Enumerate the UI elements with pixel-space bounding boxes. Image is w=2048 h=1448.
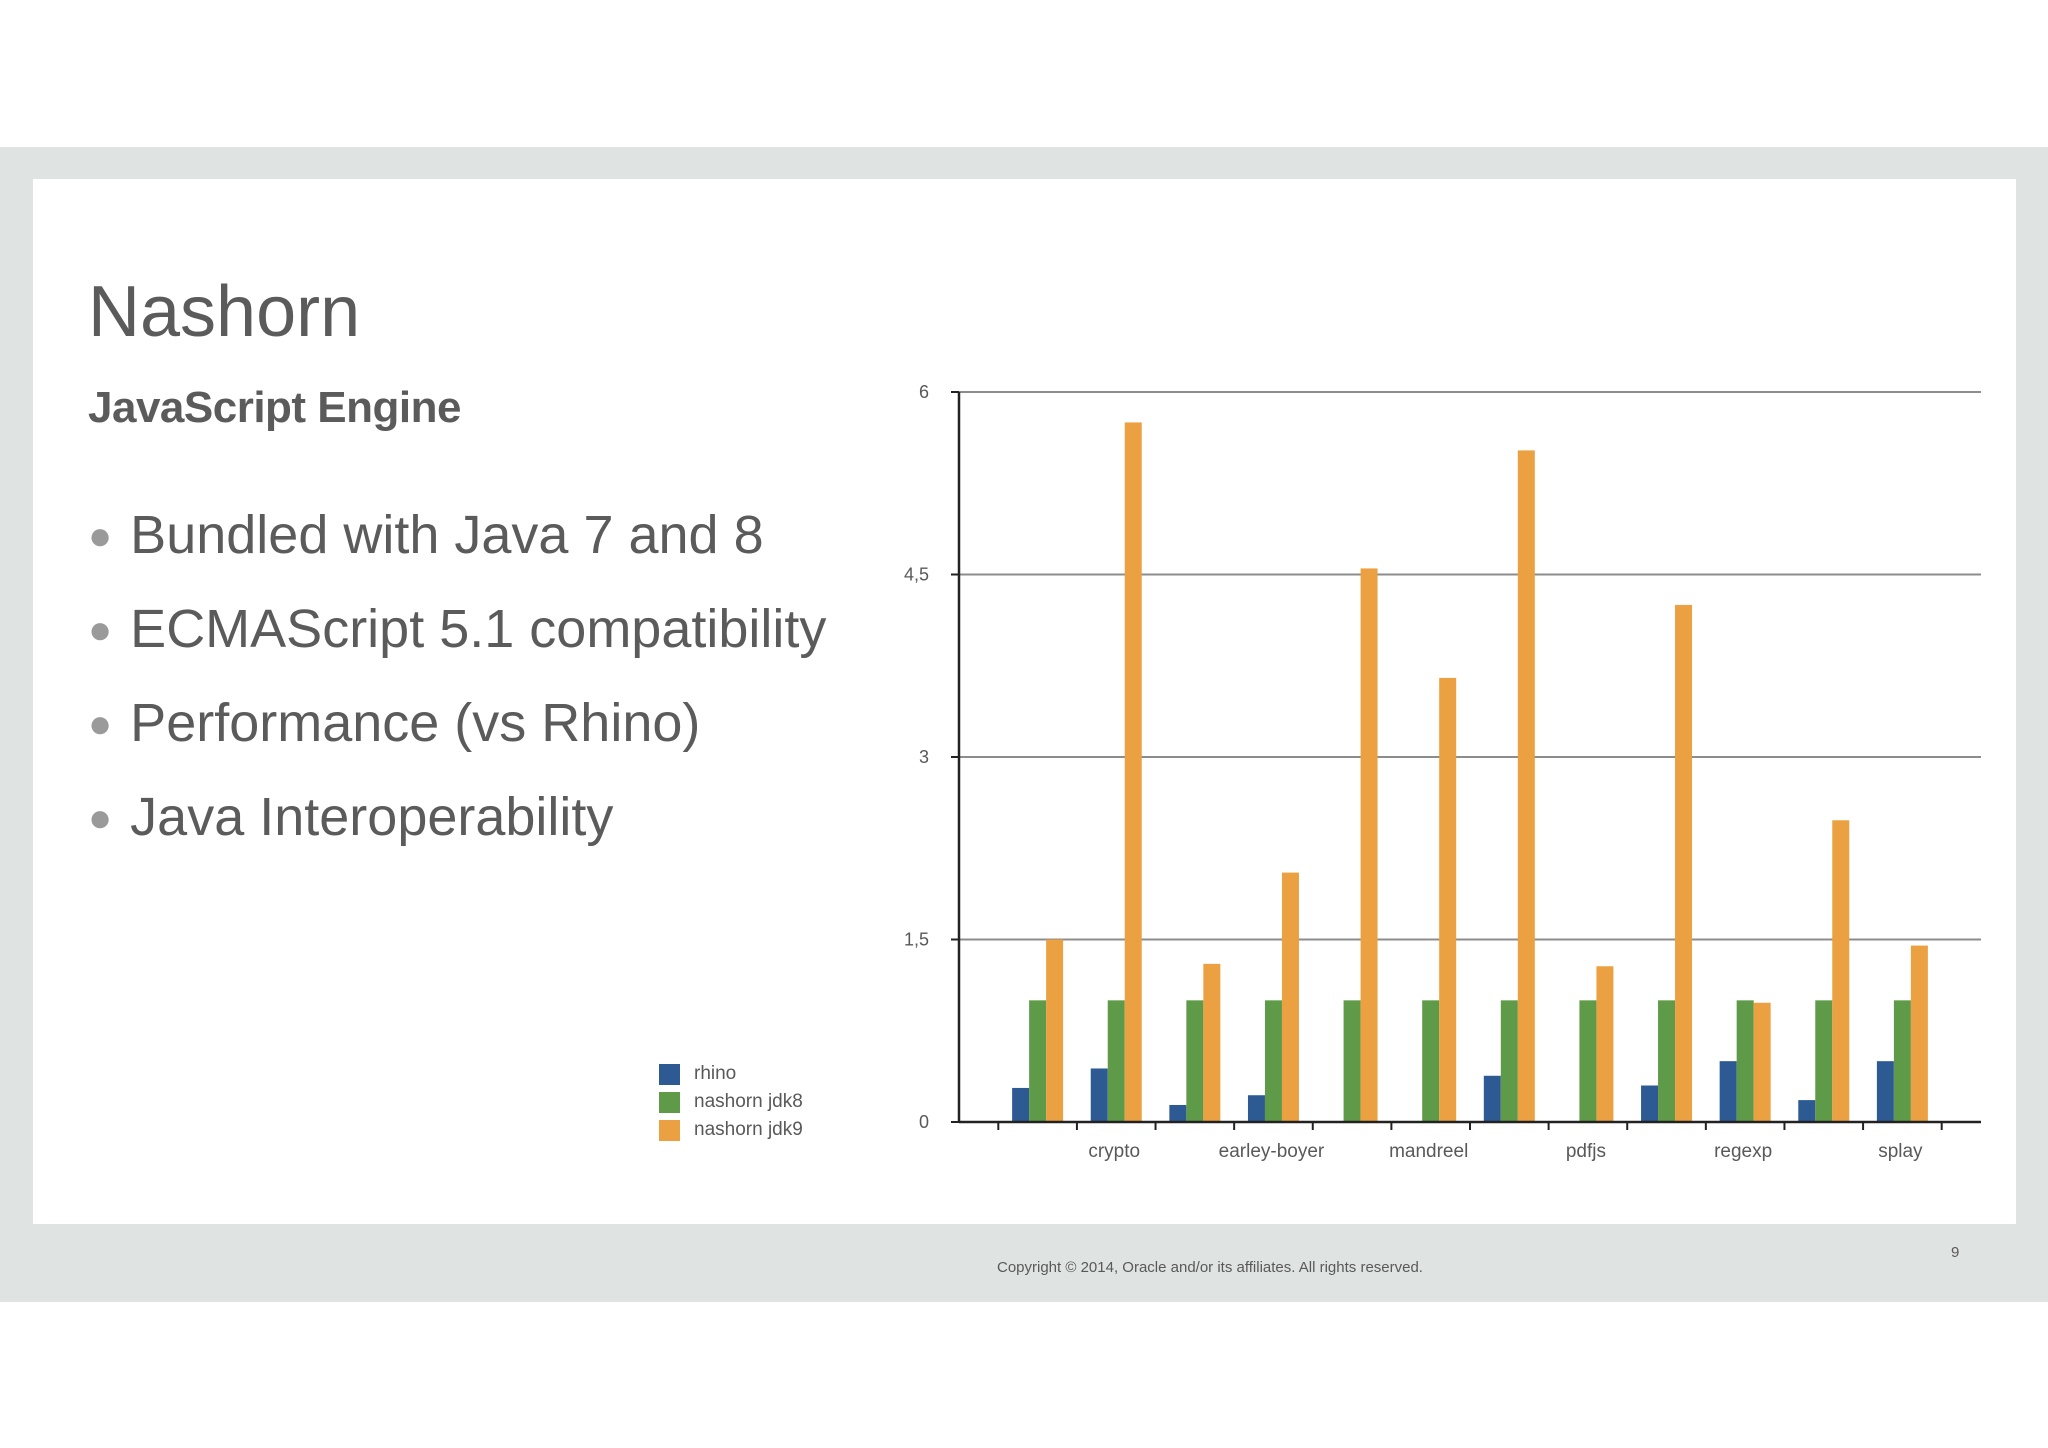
bar-rhino	[1090, 1068, 1108, 1122]
x-tick-label: splay	[1878, 1141, 1923, 1162]
bar-nashorn-jdk8	[1658, 1000, 1676, 1122]
bar-nashorn-jdk8	[1107, 1000, 1125, 1122]
y-tick-label: 3	[919, 747, 929, 767]
legend-item-rhino: rhino	[659, 1060, 803, 1088]
bullet-dot-icon: ●	[88, 796, 113, 840]
bar-nashorn-jdk9	[1203, 963, 1221, 1122]
bar-nashorn-jdk9	[1281, 872, 1299, 1122]
bar-nashorn-jdk9	[1360, 568, 1378, 1122]
bar-nashorn-jdk9	[1124, 422, 1142, 1123]
bar-rhino	[1798, 1100, 1816, 1122]
legend-swatch	[659, 1119, 680, 1141]
bar-nashorn-jdk8	[1893, 1000, 1911, 1122]
bar-nashorn-jdk8	[1186, 1000, 1204, 1122]
legend-swatch	[659, 1091, 680, 1113]
bullet-dot-icon: ●	[88, 608, 113, 652]
bar-nashorn-jdk9	[1596, 966, 1614, 1122]
bullet-item: ● Performance (vs Rhino)	[88, 692, 826, 786]
bar-rhino	[1247, 1095, 1265, 1122]
page-number: 9	[1951, 1244, 1960, 1261]
slide-title: Nashorn	[88, 272, 361, 352]
bar-nashorn-jdk8	[1264, 1000, 1282, 1122]
y-tick-label: 1,5	[904, 930, 929, 950]
chart-legend: rhino nashorn jdk8 nashorn jdk9	[659, 1060, 803, 1144]
bar-nashorn-jdk8	[1029, 1000, 1047, 1122]
bar-nashorn-jdk9	[1046, 939, 1064, 1122]
x-tick-label: regexp	[1714, 1141, 1772, 1162]
bar-rhino	[1012, 1087, 1030, 1122]
legend-swatch	[659, 1063, 680, 1085]
bar-nashorn-jdk9	[1517, 450, 1535, 1122]
bar-nashorn-jdk8	[1500, 1000, 1518, 1122]
bar-rhino	[1719, 1061, 1737, 1122]
slide-subtitle: JavaScript Engine	[88, 383, 461, 432]
bar-nashorn-jdk9	[1439, 677, 1457, 1122]
bullet-text: Java Interoperability	[130, 787, 614, 847]
x-tick-label: crypto	[1088, 1141, 1140, 1162]
bar-nashorn-jdk9	[1753, 1002, 1771, 1122]
bar-rhino	[1641, 1085, 1659, 1122]
legend-label: nashorn jdk8	[694, 1091, 803, 1112]
bar-nashorn-jdk9	[1675, 604, 1693, 1122]
y-tick-label: 0	[919, 1112, 929, 1132]
copyright-notice: Copyright © 2014, Oracle and/or its affi…	[997, 1259, 1423, 1276]
bullet-dot-icon: ●	[88, 514, 113, 558]
bar-nashorn-jdk8	[1736, 1000, 1754, 1122]
bar-nashorn-jdk8	[1815, 1000, 1833, 1122]
bar-nashorn-jdk9	[1910, 945, 1928, 1122]
bullet-dot-icon: ●	[88, 702, 113, 746]
bar-nashorn-jdk8	[1579, 1000, 1597, 1122]
bullet-list: ● Bundled with Java 7 and 8 ● ECMAScript 5…	[88, 504, 826, 880]
x-tick-label: earley-boyer	[1219, 1141, 1325, 1162]
bullet-item: ● ECMAScript 5.1 compatibility	[88, 598, 826, 692]
legend-label: rhino	[694, 1063, 737, 1084]
bar-rhino	[1169, 1104, 1187, 1122]
legend-label: nashorn jdk9	[694, 1119, 803, 1140]
bar-rhino	[1876, 1061, 1894, 1122]
x-tick-label: pdfjs	[1566, 1141, 1606, 1162]
bullet-text: ECMAScript 5.1 compatibility	[130, 599, 827, 659]
bullet-text: Performance (vs Rhino)	[130, 693, 701, 753]
bar-rhino	[1483, 1075, 1501, 1122]
bullet-item: ● Java Interoperability	[88, 786, 826, 880]
bar-nashorn-jdk8	[1343, 1000, 1361, 1122]
y-tick-label: 4,5	[904, 565, 929, 585]
legend-item-nashorn-jdk8: nashorn jdk8	[659, 1088, 803, 1116]
legend-item-nashorn-jdk9: nashorn jdk9	[659, 1116, 803, 1144]
bullet-item: ● Bundled with Java 7 and 8	[88, 504, 826, 598]
x-tick-label: mandreel	[1389, 1141, 1468, 1162]
bar-nashorn-jdk8	[1422, 1000, 1440, 1122]
bar-nashorn-jdk9	[1832, 820, 1850, 1122]
bullet-text: Bundled with Java 7 and 8	[130, 505, 764, 565]
y-tick-label: 6	[919, 382, 929, 402]
